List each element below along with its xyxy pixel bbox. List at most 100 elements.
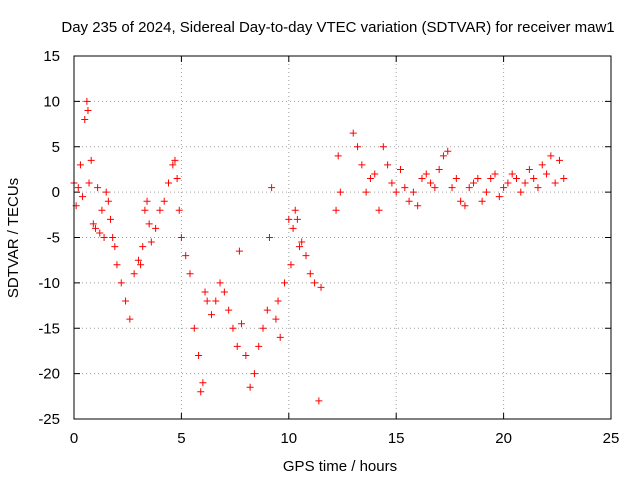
data-point: [379, 143, 387, 151]
data-point: [173, 175, 181, 183]
data-point: [517, 188, 525, 196]
data-point: [197, 388, 205, 396]
data-point: [139, 243, 147, 251]
data-point: [298, 238, 306, 246]
data-point: [504, 179, 512, 187]
data-point: [289, 224, 297, 232]
data-point: [272, 315, 280, 323]
data-point: [543, 170, 551, 178]
data-point: [134, 256, 142, 264]
data-point: [238, 320, 246, 328]
data-point: [186, 270, 194, 278]
data-point: [538, 161, 546, 169]
x-tick-label: 5: [177, 430, 185, 447]
data-point: [91, 224, 99, 232]
data-point: [276, 333, 284, 341]
data-point: [448, 184, 456, 192]
y-tick-label: -10: [38, 275, 60, 292]
data-point: [491, 170, 499, 178]
data-point: [111, 243, 119, 251]
data-point: [555, 156, 563, 164]
data-point: [182, 252, 190, 260]
data-point: [76, 161, 84, 169]
data-point: [366, 175, 374, 183]
data-point: [87, 156, 95, 164]
data-point: [291, 206, 299, 214]
data-point: [530, 175, 538, 183]
data-point: [199, 379, 207, 387]
y-tick-label: -25: [38, 411, 60, 428]
data-point: [107, 215, 115, 223]
x-tick-label: 15: [388, 430, 405, 447]
data-point: [439, 152, 447, 160]
data-point: [358, 161, 366, 169]
data-point: [143, 197, 151, 205]
data-point: [409, 188, 417, 196]
data-point: [195, 351, 203, 359]
data-point: [113, 261, 121, 269]
x-axis-tick-labels: 0 5 10 15 20 25: [70, 430, 620, 447]
y-tick-label: -5: [47, 230, 60, 247]
data-point: [534, 184, 542, 192]
y-tick-label: 0: [52, 184, 60, 201]
data-point: [521, 179, 529, 187]
x-tick-label: 10: [280, 430, 297, 447]
data-point: [160, 197, 168, 205]
data-point: [165, 179, 173, 187]
grid: [74, 56, 611, 419]
data-point: [465, 184, 473, 192]
data-point: [171, 156, 179, 164]
x-tick-label: 25: [603, 430, 620, 447]
y-axis-label: SDTVAR / TECUs: [5, 178, 22, 298]
data-point: [435, 165, 443, 173]
data-point: [405, 197, 413, 205]
data-point: [274, 297, 282, 305]
data-point: [96, 229, 104, 237]
data-point: [414, 202, 422, 210]
data-point: [216, 279, 224, 287]
data-point: [317, 283, 325, 291]
data-point: [255, 342, 263, 350]
data-point: [512, 175, 520, 183]
data-point: [306, 270, 314, 278]
data-point: [100, 234, 108, 241]
data-point: [104, 197, 112, 205]
y-tick-label: -20: [38, 366, 60, 383]
data-point: [259, 324, 267, 332]
data-point: [83, 97, 91, 105]
data-point: [401, 184, 409, 192]
data-point: [547, 152, 555, 160]
data-point: [478, 197, 486, 205]
data-point: [371, 170, 379, 178]
x-axis-label: GPS time / hours: [283, 458, 397, 475]
data-point: [268, 184, 276, 192]
data-point: [85, 179, 93, 187]
data-point: [190, 324, 198, 332]
x-tick-label: 20: [495, 430, 512, 447]
data-point: [551, 179, 559, 187]
data-point: [431, 184, 439, 192]
data-point: [98, 206, 106, 214]
data-point: [126, 315, 134, 323]
data-point: [334, 152, 342, 160]
data-point: [285, 215, 293, 223]
data-point: [122, 297, 130, 305]
data-point: [79, 193, 87, 201]
chart-title: Day 235 of 2024, Sidereal Day-to-day VTE…: [61, 19, 614, 36]
data-point: [470, 179, 478, 187]
data-point: [212, 297, 220, 305]
data-point: [207, 311, 215, 319]
data-point: [332, 206, 340, 214]
data-points: [70, 97, 568, 405]
data-point: [233, 342, 241, 350]
data-point: [235, 247, 243, 255]
data-point: [81, 116, 89, 124]
data-point: [474, 175, 482, 183]
data-point: [349, 129, 357, 137]
y-tick-label: 10: [43, 93, 60, 110]
data-point: [388, 179, 396, 187]
data-point: [302, 252, 310, 260]
data-point: [94, 184, 102, 192]
data-point: [169, 161, 177, 169]
